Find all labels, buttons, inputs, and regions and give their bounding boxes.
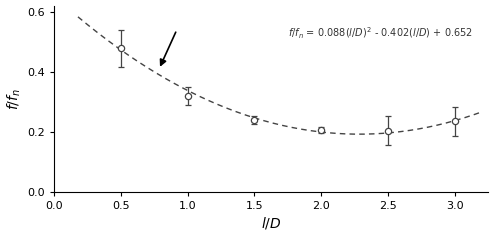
Y-axis label: $\mathit{f/f_n}$: $\mathit{f/f_n}$ <box>6 88 23 110</box>
Text: $\mathit{f/f_n}$ = 0.088($\mathit{l/D}$)$^2$ - 0.402($\mathit{l/D}$) + 0.652: $\mathit{f/f_n}$ = 0.088($\mathit{l/D}$)… <box>288 25 473 41</box>
X-axis label: $\mathit{l/D}$: $\mathit{l/D}$ <box>261 215 281 232</box>
